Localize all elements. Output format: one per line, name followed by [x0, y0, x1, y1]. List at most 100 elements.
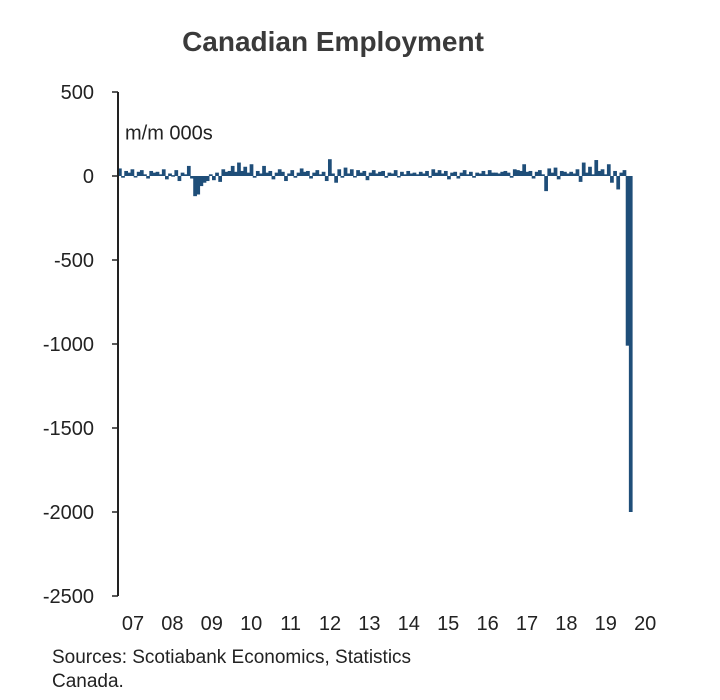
bar — [600, 169, 605, 176]
bar — [494, 172, 498, 176]
bar — [280, 171, 285, 176]
bar — [227, 170, 232, 176]
bar — [465, 174, 470, 176]
bar — [484, 174, 489, 176]
bar — [547, 168, 552, 176]
bar — [212, 176, 216, 181]
bar — [130, 169, 135, 176]
bar — [127, 172, 132, 176]
bar — [177, 176, 182, 182]
bar — [500, 171, 505, 176]
bar — [478, 173, 483, 176]
bar — [553, 167, 558, 176]
bar — [563, 171, 567, 176]
bar — [346, 173, 351, 176]
bar — [327, 159, 332, 176]
y-tick-label: -1500 — [43, 418, 94, 440]
bar — [274, 172, 279, 176]
bar — [512, 169, 517, 176]
x-tick-label: 15 — [437, 613, 459, 635]
bar — [193, 176, 197, 197]
bar — [581, 162, 586, 176]
bar — [146, 176, 150, 179]
bar — [287, 173, 291, 176]
bar — [233, 171, 238, 176]
bar — [606, 164, 611, 176]
bar — [597, 170, 602, 176]
bar — [559, 170, 564, 176]
bar — [497, 173, 501, 176]
bar — [481, 170, 486, 176]
bar — [453, 171, 458, 176]
x-tick-label: 07 — [122, 613, 144, 635]
bar — [365, 176, 370, 181]
bar — [616, 176, 621, 190]
bar — [393, 170, 398, 176]
bar — [544, 176, 548, 192]
bar — [412, 172, 417, 176]
bar — [516, 170, 520, 176]
bar — [139, 170, 144, 176]
bar — [224, 171, 229, 176]
x-tick-label: 12 — [319, 613, 341, 635]
bar — [425, 170, 429, 176]
bar — [136, 171, 141, 176]
bar — [356, 170, 360, 176]
bar — [299, 168, 304, 176]
bar — [205, 176, 210, 182]
bar — [202, 176, 207, 183]
bar — [528, 170, 533, 176]
bar — [315, 170, 320, 176]
bar — [572, 173, 577, 176]
bar — [171, 175, 176, 177]
bar — [174, 170, 179, 176]
x-axis-ticks: 07 08 09 10 11 12 13 14 15 16 17 18 19 20 — [122, 613, 656, 635]
bar — [591, 174, 595, 176]
bar — [603, 174, 608, 176]
bar — [531, 176, 536, 179]
y-tick-label: -500 — [54, 250, 94, 272]
bar — [378, 171, 382, 176]
bar — [578, 176, 583, 182]
bar — [243, 166, 248, 176]
bar — [619, 172, 624, 176]
bar — [409, 173, 414, 176]
bar — [318, 174, 323, 176]
bar — [246, 172, 251, 176]
bar — [290, 170, 295, 176]
bar — [475, 172, 480, 176]
bar — [610, 176, 614, 183]
bar — [271, 176, 276, 180]
bar — [371, 170, 376, 176]
bar — [362, 170, 367, 176]
bar — [447, 176, 451, 180]
bar — [400, 171, 404, 176]
x-tick-label: 17 — [516, 613, 538, 635]
y-axis-ticks: 500 0 -500 -1000 -1500 -2000 -2500 — [43, 82, 118, 608]
bar — [456, 176, 461, 179]
bar — [422, 173, 426, 176]
bar — [443, 170, 448, 176]
bar — [161, 169, 166, 176]
bar — [384, 176, 389, 178]
bar — [190, 176, 194, 179]
bar — [537, 170, 542, 176]
bar — [503, 170, 508, 176]
bar — [252, 176, 257, 178]
bar — [487, 170, 492, 176]
bar — [215, 172, 219, 176]
bar — [403, 174, 407, 176]
bar — [293, 176, 298, 178]
x-tick-label: 14 — [398, 613, 420, 635]
bar — [309, 176, 313, 179]
bar — [584, 172, 589, 176]
bar — [349, 169, 354, 176]
bar — [334, 176, 338, 183]
x-tick-label: 18 — [555, 613, 577, 635]
bar — [230, 165, 235, 176]
bar — [155, 171, 160, 176]
bar — [509, 176, 514, 178]
bar — [196, 176, 201, 195]
y-tick-label: 500 — [61, 82, 94, 104]
